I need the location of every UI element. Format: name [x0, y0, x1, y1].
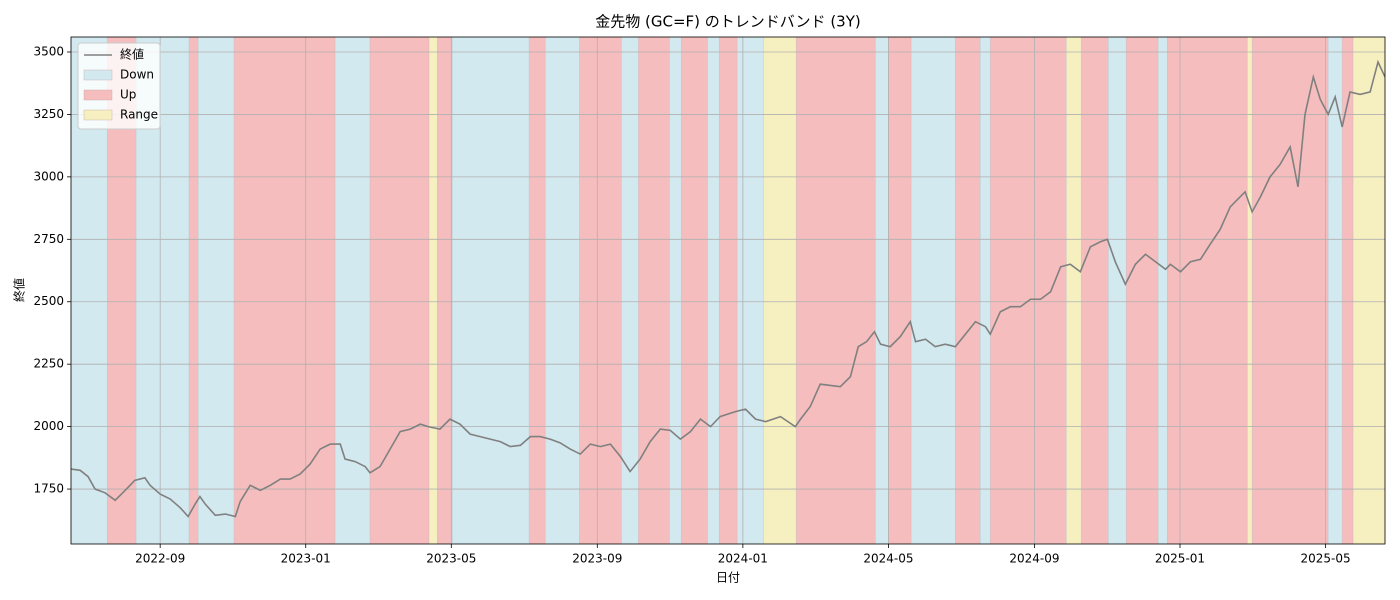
- y-tick-label: 3000: [33, 169, 64, 183]
- regime-band: [1328, 37, 1343, 544]
- legend-label: Down: [120, 68, 154, 82]
- regime-band: [189, 37, 199, 544]
- plot-frame: [70, 36, 1386, 545]
- x-tick-label: 2024-09: [1009, 552, 1059, 566]
- regime-band: [1081, 37, 1109, 544]
- y-tick-label: 2500: [33, 294, 64, 308]
- y-tick-label: 2250: [33, 357, 64, 371]
- y-tick-label: 3250: [33, 107, 64, 121]
- x-tick-label: 2023-01: [281, 552, 331, 566]
- regime-band: [579, 37, 622, 544]
- legend-swatch: [83, 89, 113, 101]
- regime-band: [1342, 37, 1354, 544]
- regime-band: [369, 37, 430, 544]
- regime-band: [875, 37, 889, 544]
- regime-band: [198, 37, 235, 544]
- regime-band: [335, 37, 370, 544]
- regime-band: [638, 37, 670, 544]
- legend-label: 終値: [120, 47, 144, 62]
- x-tick-label: 2022-09: [135, 552, 185, 566]
- regime-band: [1158, 37, 1168, 544]
- regime-band: [429, 37, 438, 544]
- y-tick-label: 1750: [33, 482, 64, 496]
- x-tick-label: 2025-05: [1300, 552, 1350, 566]
- y-tick-label: 2750: [33, 232, 64, 246]
- legend-label: Up: [120, 88, 136, 102]
- regime-band: [980, 37, 991, 544]
- regime-band: [763, 37, 797, 544]
- regime-band: [545, 37, 580, 544]
- x-tick-label: 2023-05: [426, 552, 476, 566]
- regime-band: [707, 37, 720, 544]
- regime-band: [437, 37, 453, 544]
- regime-band: [955, 37, 981, 544]
- regime-band: [681, 37, 708, 544]
- y-tick-label: 2000: [33, 419, 64, 433]
- regime-band: [1353, 37, 1385, 544]
- x-tick-label: 2025-01: [1155, 552, 1205, 566]
- regime-band: [1252, 37, 1329, 544]
- legend-label: Range: [120, 108, 158, 122]
- y-tick-label: 3500: [33, 44, 64, 58]
- x-tick-label: 2023-09: [572, 552, 622, 566]
- chart-title: 金先物 (GC=F) のトレンドバンド (3Y): [595, 13, 860, 31]
- price-line: [71, 59, 1385, 518]
- regime-band: [888, 37, 912, 544]
- regime-band: [719, 37, 738, 544]
- regime-band: [669, 37, 682, 544]
- regime-band: [621, 37, 639, 544]
- y-axis-label: 終値: [12, 278, 27, 302]
- regime-band: [452, 37, 530, 544]
- regime-band: [1108, 37, 1127, 544]
- regime-band: [990, 37, 1067, 544]
- legend-swatch: [83, 69, 113, 81]
- x-tick-label: 2024-01: [718, 552, 768, 566]
- regime-band: [234, 37, 336, 544]
- x-axis-label: 日付: [716, 571, 740, 585]
- x-tick-label: 2024-05: [863, 552, 913, 566]
- regime-band: [1167, 37, 1248, 544]
- regime-band: [529, 37, 546, 544]
- legend: 終値 Down Up Range: [77, 42, 161, 130]
- regime-band: [1066, 37, 1082, 544]
- regime-band: [1126, 37, 1159, 544]
- regime-band: [1247, 37, 1253, 544]
- legend-box: [77, 42, 161, 130]
- regime-band: [911, 37, 956, 544]
- regime-band: [737, 37, 764, 544]
- legend-swatch: [83, 109, 113, 121]
- regime-band: [796, 37, 876, 544]
